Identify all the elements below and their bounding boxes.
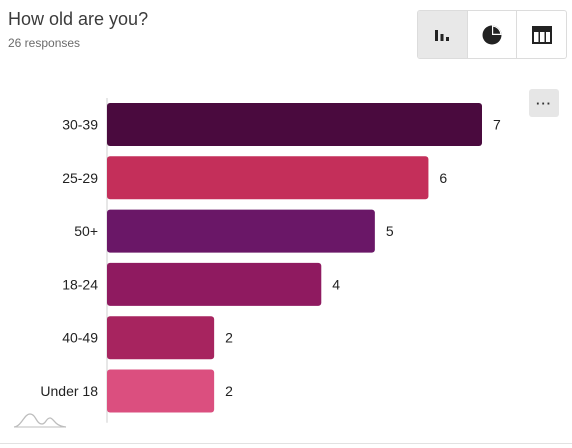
category-label-50: 50+ — [74, 223, 98, 239]
pie-chart-icon — [482, 25, 502, 44]
category-label-40-49: 40-49 — [62, 330, 98, 346]
pie-chart-view-button[interactable] — [468, 11, 518, 58]
value-label-25-29: 6 — [439, 170, 447, 186]
bar-50[interactable] — [107, 209, 375, 253]
value-label-30-39: 7 — [493, 117, 501, 133]
watermark-logo-icon — [13, 413, 67, 428]
value-label-50: 5 — [386, 223, 394, 239]
value-label-18-24: 4 — [332, 276, 340, 292]
chart-view-toggle — [417, 10, 567, 59]
category-label-25-29: 25-29 — [62, 170, 98, 186]
category-label-18-24: 18-24 — [62, 276, 98, 292]
question-title: How old are you? — [8, 9, 149, 29]
category-label-30-39: 30-39 — [62, 117, 98, 133]
value-label-40-49: 2 — [225, 330, 233, 346]
bar-under-18[interactable] — [107, 369, 215, 413]
category-label-under-18: Under 18 — [40, 383, 98, 399]
more-options-button[interactable]: ··· — [529, 89, 559, 117]
value-label-under-18: 2 — [225, 383, 233, 399]
bar-25-29[interactable] — [107, 156, 429, 200]
bar-40-49[interactable] — [107, 316, 215, 360]
footer-divider — [0, 443, 572, 444]
bar-chart-view-button[interactable] — [418, 11, 468, 58]
bar-30-39[interactable] — [107, 103, 482, 146]
bar-18-24[interactable] — [107, 262, 322, 306]
table-view-button[interactable] — [517, 11, 566, 58]
bar-chart-icon — [435, 29, 450, 41]
response-count: 26 responses — [8, 36, 81, 50]
table-icon — [531, 25, 552, 44]
